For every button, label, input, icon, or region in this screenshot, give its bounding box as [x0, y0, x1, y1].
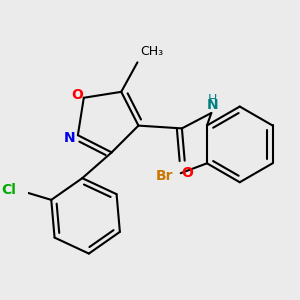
- Text: Br: Br: [156, 169, 174, 183]
- Text: CH₃: CH₃: [140, 45, 164, 58]
- Text: N: N: [64, 131, 76, 145]
- Text: O: O: [182, 166, 194, 180]
- Text: N: N: [207, 98, 218, 112]
- Text: O: O: [71, 88, 83, 102]
- Text: H: H: [208, 93, 218, 106]
- Text: Cl: Cl: [1, 183, 16, 197]
